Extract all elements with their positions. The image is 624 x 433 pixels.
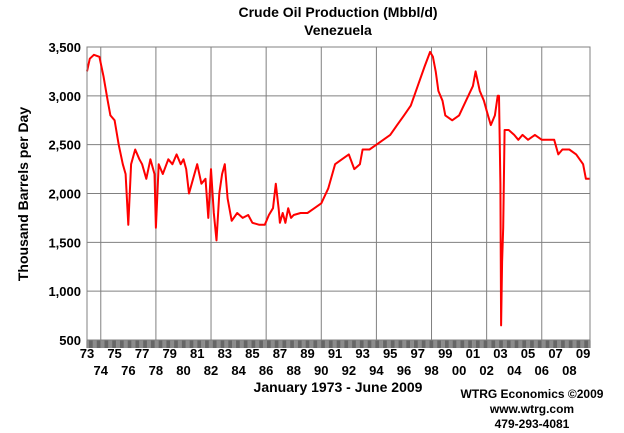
x-tick-label: 86: [259, 363, 273, 378]
x-tick-label: 89: [300, 346, 314, 361]
x-tick-label: 08: [562, 363, 576, 378]
x-tick-label: 94: [369, 363, 384, 378]
x-tick-label: 92: [342, 363, 356, 378]
y-axis-label: Thousand Barrels per Day: [15, 107, 31, 281]
x-tick-label: 80: [176, 363, 190, 378]
x-tick-label: 97: [411, 346, 425, 361]
x-tick-label: 87: [273, 346, 287, 361]
x-tick-label: 00: [452, 363, 466, 378]
x-tick-label: 74: [94, 363, 109, 378]
y-tick-label: 1,500: [48, 235, 81, 250]
y-tick-label: 3,000: [48, 89, 81, 104]
x-tick-label: 09: [576, 346, 590, 361]
x-tick-label: 82: [204, 363, 218, 378]
x-tick-label: 99: [438, 346, 452, 361]
x-tick-label: 02: [479, 363, 493, 378]
x-tick-label: 06: [535, 363, 549, 378]
series-layer: [86, 50, 590, 327]
credit-line-2: www.wtrg.com: [489, 402, 574, 416]
x-tick-label: 95: [383, 346, 397, 361]
y-tick-label: 500: [59, 333, 81, 348]
x-tick-label: 05: [521, 346, 535, 361]
series-line: [86, 50, 590, 327]
y-tick-label: 2,500: [48, 138, 81, 153]
credit-line-1: WTRG Economics ©2009: [461, 387, 604, 401]
x-tick-label: 01: [466, 346, 480, 361]
x-tick-label: 83: [218, 346, 232, 361]
x-tick-label: 73: [80, 346, 94, 361]
x-tick-label: 04: [507, 363, 522, 378]
grid: [87, 47, 590, 340]
x-tick-label: 85: [245, 346, 259, 361]
x-tick-label: 93: [355, 346, 369, 361]
chart-subtitle: Venezuela: [304, 22, 372, 38]
x-tick-label: 77: [135, 346, 149, 361]
x-tick-label: 03: [493, 346, 507, 361]
y-tick-label: 1,000: [48, 284, 81, 299]
chart-title: Crude Oil Production (Mbbl/d): [238, 4, 437, 20]
x-tick-label: 75: [107, 346, 121, 361]
x-tick-label: 84: [231, 363, 246, 378]
x-axis-label: January 1973 - June 2009: [254, 379, 423, 395]
x-tick-label: 88: [286, 363, 300, 378]
x-tick-label: 90: [314, 363, 328, 378]
y-tick-label: 2,000: [48, 187, 81, 202]
credit-line-3: 479-293-4081: [495, 417, 570, 431]
x-tick-label: 98: [424, 363, 438, 378]
plot-border: [86, 46, 591, 341]
x-tick-label: 78: [149, 363, 163, 378]
x-tick-label: 91: [328, 346, 342, 361]
x-tick-label: 96: [397, 363, 411, 378]
y-tick-label: 3,500: [48, 40, 81, 55]
x-tick-label: 79: [162, 346, 176, 361]
x-tick-label: 07: [548, 346, 562, 361]
x-tick-label: 76: [121, 363, 135, 378]
x-tick-label: 81: [190, 346, 204, 361]
